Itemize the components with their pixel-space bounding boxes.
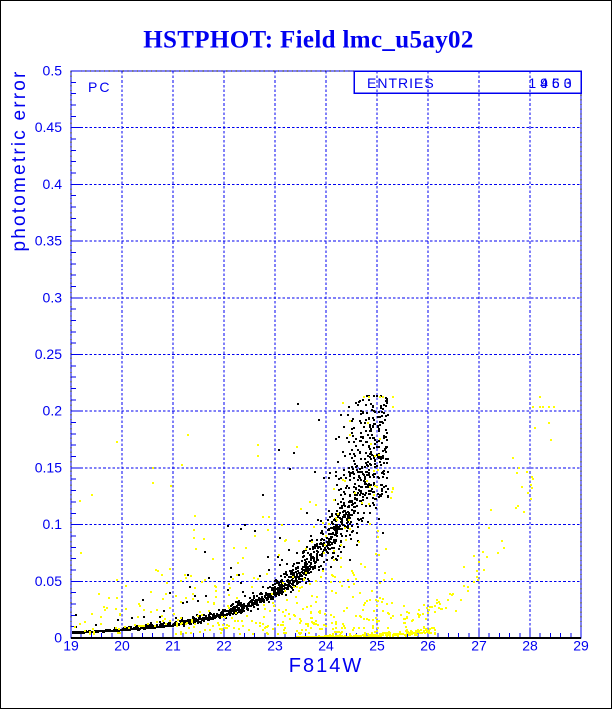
svg-text:HSTPHOT: Field lmc_u5ay02: HSTPHOT: Field lmc_u5ay02 — [143, 27, 474, 54]
svg-text:27: 27 — [471, 638, 487, 654]
svg-text:24: 24 — [318, 638, 334, 654]
svg-text:22: 22 — [216, 638, 232, 654]
svg-text:28: 28 — [522, 638, 538, 654]
svg-text:0.15: 0.15 — [35, 459, 62, 475]
svg-text:0.2: 0.2 — [43, 403, 63, 419]
svg-text:963: 963 — [540, 75, 575, 91]
svg-text:1450: 1450 — [528, 75, 575, 91]
svg-text:26: 26 — [420, 638, 436, 654]
svg-text:25: 25 — [369, 638, 385, 654]
svg-text:0.05: 0.05 — [35, 573, 62, 589]
svg-text:21: 21 — [165, 638, 181, 654]
svg-text:0.4: 0.4 — [43, 176, 63, 192]
svg-text:29: 29 — [573, 638, 589, 654]
svg-text:0: 0 — [54, 630, 62, 646]
svg-text:0.1: 0.1 — [43, 516, 63, 532]
svg-text:photometric error: photometric error — [9, 69, 30, 251]
svg-text:0.25: 0.25 — [35, 346, 62, 362]
svg-text:0.35: 0.35 — [35, 233, 62, 249]
svg-text:20: 20 — [114, 638, 130, 654]
svg-text:0.45: 0.45 — [35, 119, 62, 135]
svg-text:23: 23 — [267, 638, 283, 654]
svg-text:0.3: 0.3 — [43, 289, 63, 305]
svg-text:19: 19 — [63, 638, 79, 654]
svg-text:0.5: 0.5 — [43, 63, 63, 79]
svg-text:F814W: F814W — [289, 655, 363, 677]
svg-text:ENTRIES: ENTRIES — [367, 75, 435, 91]
svg-text:PC: PC — [88, 79, 111, 95]
